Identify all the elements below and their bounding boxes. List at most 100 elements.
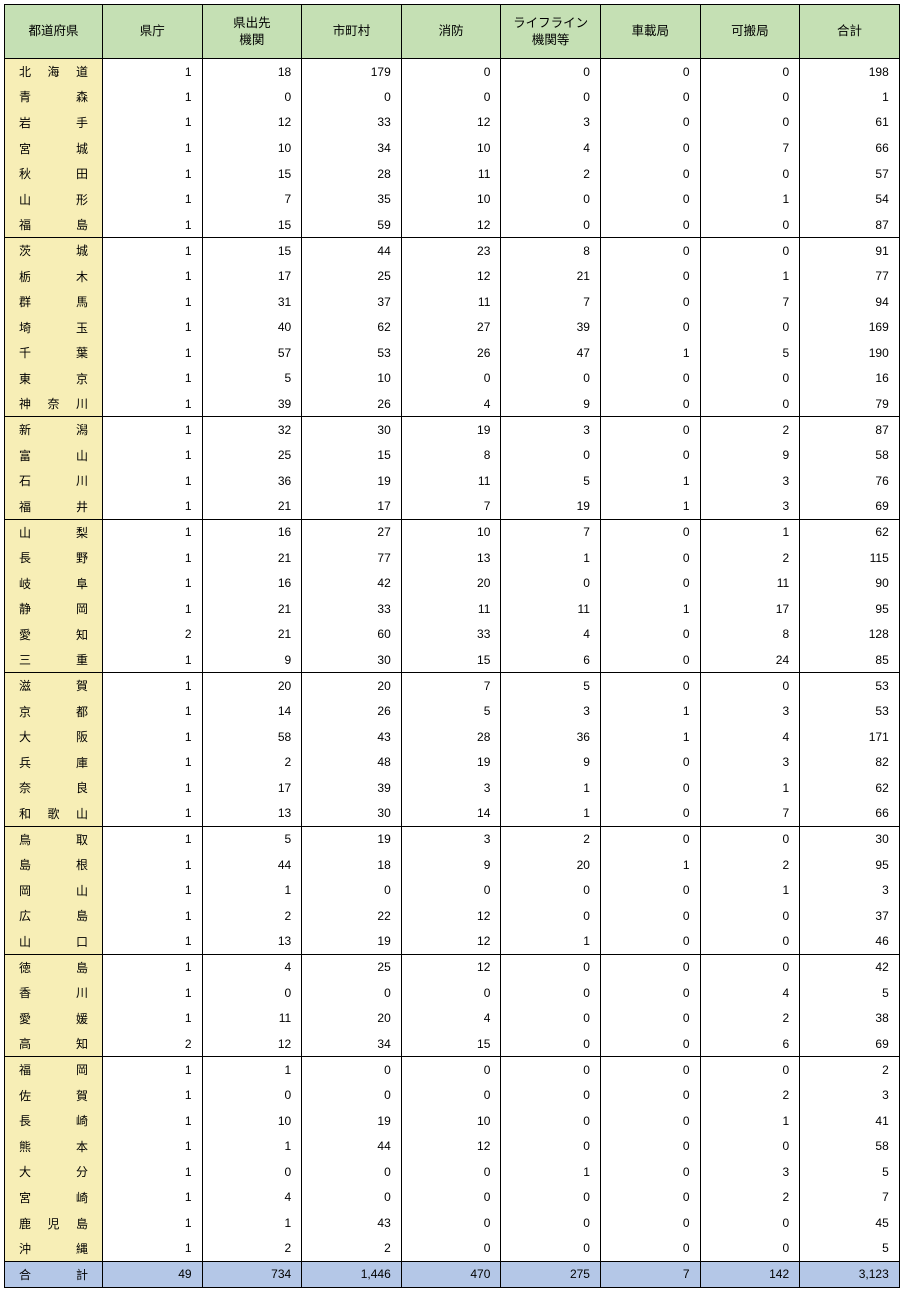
value-cell: 1 (103, 596, 203, 622)
value-cell: 58 (800, 442, 900, 468)
value-cell: 41 (800, 1108, 900, 1134)
value-cell: 0 (302, 84, 402, 110)
value-cell: 7 (501, 519, 601, 545)
value-cell: 16 (202, 519, 302, 545)
table-footer: 合計497341,44647027571423,123 (5, 1261, 900, 1287)
value-cell: 3 (501, 698, 601, 724)
value-cell: 44 (302, 1133, 402, 1159)
prefecture-station-table: 都道府県県庁県出先機関市町村消防ライフライン機関等車載局可搬局合計 北海道118… (4, 4, 900, 1288)
value-cell: 14 (401, 801, 501, 827)
value-cell: 58 (202, 724, 302, 750)
table-row: 埼玉14062273900169 (5, 314, 900, 340)
value-cell: 26 (401, 340, 501, 366)
total-label: 合計 (5, 1261, 103, 1287)
value-cell: 17 (202, 775, 302, 801)
value-cell: 7 (700, 135, 800, 161)
table-row: 島根144189201295 (5, 852, 900, 878)
value-cell: 179 (302, 59, 402, 85)
table-row: 新潟132301930287 (5, 417, 900, 443)
prefecture-name: 滋賀 (5, 673, 103, 699)
value-cell: 37 (800, 903, 900, 929)
prefecture-name: 和歌山 (5, 801, 103, 827)
value-cell: 198 (800, 59, 900, 85)
value-cell: 0 (600, 417, 700, 443)
value-cell: 7 (800, 1185, 900, 1211)
table-row: 高知212341500669 (5, 1031, 900, 1057)
value-cell: 26 (302, 698, 402, 724)
prefecture-name: 静岡 (5, 596, 103, 622)
value-cell: 2 (202, 750, 302, 776)
value-cell: 44 (202, 852, 302, 878)
prefecture-name: 岩手 (5, 110, 103, 136)
value-cell: 1 (103, 494, 203, 520)
value-cell: 0 (600, 545, 700, 571)
value-cell: 0 (600, 1005, 700, 1031)
value-cell: 2 (700, 1082, 800, 1108)
value-cell: 1 (103, 417, 203, 443)
prefecture-name: 千葉 (5, 340, 103, 366)
table-row: 徳島14251200042 (5, 954, 900, 980)
value-cell: 57 (202, 340, 302, 366)
value-cell: 95 (800, 852, 900, 878)
value-cell: 30 (302, 801, 402, 827)
prefecture-name: 埼玉 (5, 314, 103, 340)
value-cell: 85 (800, 647, 900, 673)
value-cell: 1 (103, 1133, 203, 1159)
prefecture-name: 富山 (5, 442, 103, 468)
value-cell: 0 (401, 1057, 501, 1083)
value-cell: 7 (401, 494, 501, 520)
value-cell: 12 (401, 929, 501, 955)
value-cell: 0 (600, 673, 700, 699)
total-value: 275 (501, 1261, 601, 1287)
value-cell: 87 (800, 417, 900, 443)
table-row: 栃木1172512210177 (5, 263, 900, 289)
value-cell: 0 (600, 826, 700, 852)
value-cell: 0 (501, 1082, 601, 1108)
prefecture-name: 山口 (5, 929, 103, 955)
table-row: 福島115591200087 (5, 212, 900, 238)
value-cell: 1 (103, 545, 203, 571)
prefecture-name: 兵庫 (5, 750, 103, 776)
table-row: 香川10000045 (5, 980, 900, 1006)
value-cell: 1 (600, 724, 700, 750)
column-header: 車載局 (600, 5, 700, 59)
value-cell: 10 (401, 519, 501, 545)
value-cell: 33 (401, 622, 501, 648)
value-cell: 9 (202, 647, 302, 673)
value-cell: 21 (202, 622, 302, 648)
value-cell: 0 (600, 801, 700, 827)
value-cell: 1 (103, 826, 203, 852)
value-cell: 0 (401, 980, 501, 1006)
value-cell: 19 (401, 417, 501, 443)
value-cell: 39 (302, 775, 402, 801)
value-cell: 0 (700, 826, 800, 852)
value-cell: 37 (302, 289, 402, 315)
table-row: 静岡12133111111795 (5, 596, 900, 622)
value-cell: 0 (600, 1185, 700, 1211)
value-cell: 8 (501, 238, 601, 264)
value-cell: 1 (103, 724, 203, 750)
prefecture-name: 京都 (5, 698, 103, 724)
value-cell: 2 (700, 417, 800, 443)
value-cell: 1 (700, 1108, 800, 1134)
value-cell: 77 (800, 263, 900, 289)
value-cell: 2 (700, 545, 800, 571)
value-cell: 13 (202, 929, 302, 955)
value-cell: 10 (401, 135, 501, 161)
value-cell: 0 (600, 110, 700, 136)
table-row: 富山12515800958 (5, 442, 900, 468)
value-cell: 0 (700, 954, 800, 980)
prefecture-name: 北海道 (5, 59, 103, 85)
value-cell: 11 (401, 596, 501, 622)
value-cell: 1 (103, 1057, 203, 1083)
value-cell: 53 (302, 340, 402, 366)
value-cell: 39 (501, 314, 601, 340)
table-row: 大分10001035 (5, 1159, 900, 1185)
value-cell: 28 (401, 724, 501, 750)
value-cell: 1 (103, 340, 203, 366)
value-cell: 42 (800, 954, 900, 980)
value-cell: 17 (302, 494, 402, 520)
value-cell: 12 (401, 212, 501, 238)
table-row: 京都11426531353 (5, 698, 900, 724)
value-cell: 4 (501, 622, 601, 648)
